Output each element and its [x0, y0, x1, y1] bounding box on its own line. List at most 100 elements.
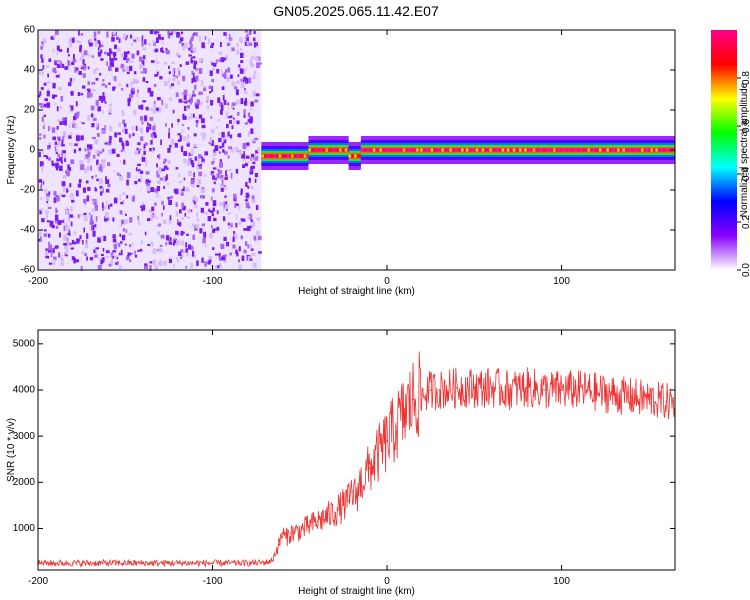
heatmap-cell [76, 111, 80, 116]
heatmap-cell [79, 44, 82, 49]
snr-data-point [360, 481, 362, 484]
heatmap-cell [69, 77, 72, 83]
heatmap-cell [191, 245, 194, 251]
heatmap-cell [185, 248, 188, 253]
heatmap-cell [80, 135, 84, 141]
heatmap-cell [232, 117, 235, 120]
heatmap-cell [109, 125, 113, 132]
heatmap-cell [77, 214, 80, 219]
heatmap-cell [251, 221, 256, 227]
heatmap-cell [41, 218, 45, 223]
heatmap-cell [54, 214, 59, 221]
heatmap-cell [86, 144, 90, 149]
heatmap-cell [91, 208, 96, 212]
y-tick-label: 1000 [13, 523, 36, 534]
heatmap-cell [178, 70, 181, 76]
heatmap-cell [251, 195, 255, 201]
heatmap-cell [126, 195, 129, 199]
heatmap-cell [239, 37, 243, 42]
heatmap-cell [62, 174, 66, 179]
heatmap-cell [220, 243, 225, 249]
heatmap-cell [223, 32, 227, 36]
heatmap-cell [246, 40, 249, 46]
heatmap-cell [247, 112, 251, 118]
heatmap-cell [227, 131, 230, 137]
heatmap-cell [216, 69, 220, 74]
heatmap-cell [219, 159, 222, 162]
heatmap-cell [512, 148, 516, 152]
heatmap-cell [126, 179, 129, 186]
heatmap-cell [238, 264, 243, 270]
heatmap-cell [558, 148, 561, 152]
heatmap-cell [224, 75, 227, 79]
heatmap-cell [152, 49, 156, 53]
heatmap-cell [110, 51, 113, 55]
snr-data-point [630, 396, 633, 398]
heatmap-cell [159, 76, 163, 80]
heatmap-cell [204, 151, 209, 156]
snr-data-point [595, 391, 598, 394]
snr-panel: -200 -100 0 100 1000 2000 3000 4000 5000 Height … [6, 329, 676, 597]
heatmap-cell [190, 262, 193, 269]
heatmap-cell [136, 150, 141, 154]
heatmap-cell [203, 231, 207, 238]
heatmap-cell [291, 154, 294, 158]
heatmap-cell [124, 213, 127, 216]
heatmap-cell [119, 176, 123, 181]
heatmap-cell [83, 198, 87, 204]
heatmap-cell [134, 250, 136, 255]
heatmap-cell [213, 217, 217, 222]
heatmap-cell [79, 235, 82, 239]
y-tick-label: 60 [24, 25, 36, 36]
heatmap-cell [244, 199, 249, 202]
heatmap-cell [62, 117, 65, 122]
heatmap-cell [150, 60, 155, 63]
heatmap-cell [154, 74, 158, 77]
heatmap-cell [449, 148, 452, 152]
heatmap-cell [148, 108, 153, 111]
heatmap-cell [90, 214, 93, 220]
heatmap-cell [77, 238, 80, 242]
heatmap-cell [192, 199, 195, 203]
heatmap-cell [195, 68, 198, 71]
heatmap-cell [240, 52, 244, 58]
heatmap-cell [528, 148, 531, 152]
heatmap-cell [238, 246, 241, 252]
heatmap-cell [59, 165, 63, 171]
heatmap-cell [95, 247, 100, 250]
heatmap-cell [79, 56, 82, 62]
heatmap-cell [201, 42, 205, 49]
heatmap-cell [218, 137, 222, 143]
heatmap-cell [52, 48, 55, 53]
heatmap-cell [87, 53, 90, 57]
heatmap-cell [168, 199, 173, 205]
heatmap-cell [57, 136, 60, 140]
heatmap-cell [181, 129, 184, 134]
heatmap-cell [237, 111, 240, 116]
heatmap-cell [119, 194, 122, 200]
heatmap-cell [140, 175, 143, 181]
heatmap-cell [235, 99, 240, 105]
heatmap-cell [178, 180, 183, 184]
heatmap-cell [202, 134, 205, 141]
heatmap-cell [163, 158, 167, 162]
heatmap-cell [101, 128, 105, 131]
heatmap-cell [203, 87, 207, 92]
heatmap-cell [136, 147, 139, 151]
heatmap-cell [48, 58, 52, 62]
heatmap-cell [95, 216, 98, 222]
heatmap-cell [254, 178, 257, 183]
heatmap-cell [91, 93, 93, 98]
heatmap-cell [47, 206, 52, 209]
heatmap-cell [169, 215, 172, 221]
heatmap-cell [43, 114, 46, 117]
snr-frame [37, 329, 676, 571]
heatmap-cell [130, 94, 134, 98]
colorbar-tick-label: 0.0 [741, 263, 750, 277]
y-tick-label: 3000 [13, 431, 36, 442]
heatmap-cell [222, 255, 226, 261]
heatmap-cell [178, 98, 182, 103]
heatmap-cell [182, 75, 186, 82]
heatmap-cell [106, 31, 109, 38]
heatmap-cell [67, 216, 70, 222]
